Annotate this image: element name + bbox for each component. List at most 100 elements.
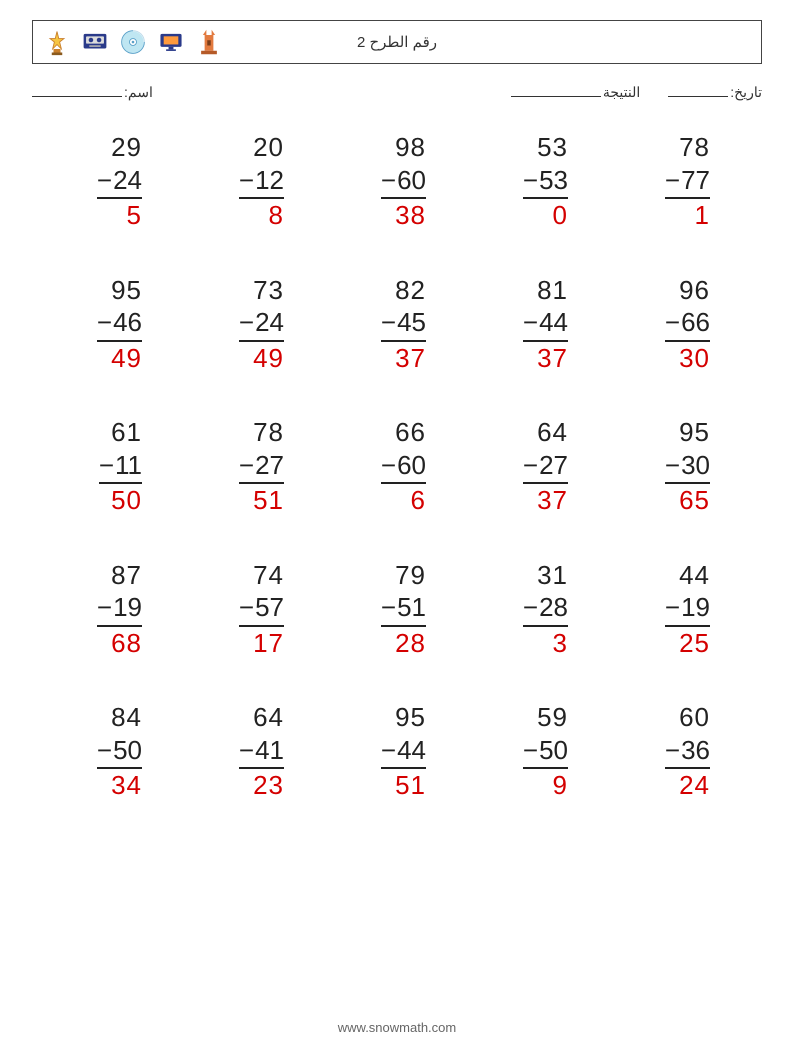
header-icons [33, 26, 225, 58]
answer: 6 [411, 484, 426, 517]
minus-sign: − [665, 734, 680, 767]
subtraction-problem: 95−3065 [610, 416, 752, 517]
minuend: 74 [253, 559, 284, 592]
minuend: 64 [537, 416, 568, 449]
subtrahend: 27 [539, 449, 568, 482]
score-blank [511, 82, 601, 97]
minuend: 31 [537, 559, 568, 592]
subtrahend-row: −51 [381, 591, 426, 627]
minuend: 95 [679, 416, 710, 449]
minus-sign: − [97, 164, 112, 197]
minus-sign: − [97, 734, 112, 767]
score-field: النتيجة [511, 82, 640, 101]
minus-sign: − [97, 306, 112, 339]
subtraction-problem: 74−5717 [184, 559, 326, 660]
answer: 3 [553, 627, 568, 660]
minus-sign: − [381, 449, 396, 482]
subtrahend-row: −19 [665, 591, 710, 627]
minus-sign: − [523, 306, 538, 339]
header-box: رقم الطرح 2 [32, 20, 762, 64]
answer: 9 [553, 769, 568, 802]
subtraction-problem: 60−3624 [610, 701, 752, 802]
subtrahend-row: −36 [665, 734, 710, 770]
answer: 49 [111, 342, 142, 375]
subtrahend: 50 [539, 734, 568, 767]
subtraction-problem: 73−2449 [184, 274, 326, 375]
minus-sign: − [523, 449, 538, 482]
minuend: 61 [111, 416, 142, 449]
answer: 68 [111, 627, 142, 660]
subtraction-problem: 82−4537 [326, 274, 468, 375]
subtraction-problem: 78−2751 [184, 416, 326, 517]
minuend: 82 [395, 274, 426, 307]
subtrahend-row: −77 [665, 164, 710, 200]
subtrahend: 11 [115, 449, 142, 482]
cd-icon [117, 26, 149, 58]
subtrahend-row: −11 [99, 449, 142, 485]
minus-sign: − [97, 591, 112, 624]
answer: 30 [679, 342, 710, 375]
subtrahend-row: −28 [523, 591, 568, 627]
subtraction-problem: 64−4123 [184, 701, 326, 802]
answer: 37 [537, 484, 568, 517]
minuend: 73 [253, 274, 284, 307]
answer: 25 [679, 627, 710, 660]
subtrahend: 53 [539, 164, 568, 197]
subtrahend-row: −24 [239, 306, 284, 342]
minuend: 98 [395, 131, 426, 164]
minus-sign: − [239, 306, 254, 339]
subtraction-problem: 87−1968 [42, 559, 184, 660]
subtrahend-row: −41 [239, 734, 284, 770]
subtrahend: 19 [113, 591, 142, 624]
minuend: 66 [395, 416, 426, 449]
subtrahend: 19 [681, 591, 710, 624]
tower-icon [193, 26, 225, 58]
date-label: تاريخ: [730, 84, 762, 101]
subtrahend: 30 [681, 449, 710, 482]
minuend: 44 [679, 559, 710, 592]
minuend: 87 [111, 559, 142, 592]
subtrahend: 60 [397, 449, 426, 482]
subtraction-problem: 61−1150 [42, 416, 184, 517]
minus-sign: − [381, 734, 396, 767]
subtrahend-row: −19 [97, 591, 142, 627]
cassette-icon [79, 26, 111, 58]
subtrahend-row: −60 [381, 164, 426, 200]
screen-icon [155, 26, 187, 58]
name-blank [32, 82, 122, 97]
answer: 0 [553, 199, 568, 232]
minus-sign: − [239, 164, 254, 197]
subtrahend: 36 [681, 734, 710, 767]
problems-grid: 29−24520−12898−603853−53078−77195−464973… [32, 131, 762, 802]
subtrahend: 51 [397, 591, 426, 624]
minus-sign: − [665, 164, 680, 197]
subtrahend-row: −50 [523, 734, 568, 770]
minuend: 59 [537, 701, 568, 734]
subtrahend-row: −30 [665, 449, 710, 485]
minuend: 95 [111, 274, 142, 307]
answer: 24 [679, 769, 710, 802]
answer: 34 [111, 769, 142, 802]
subtrahend-row: −57 [239, 591, 284, 627]
subtrahend: 50 [113, 734, 142, 767]
meta-row: تاريخ: النتيجة اسم: [32, 82, 762, 101]
name-label: اسم: [124, 84, 153, 101]
date-field: تاريخ: [668, 82, 762, 101]
subtraction-problem: 79−5128 [326, 559, 468, 660]
minus-sign: − [523, 591, 538, 624]
minuend: 64 [253, 701, 284, 734]
minuend: 78 [679, 131, 710, 164]
subtrahend: 77 [681, 164, 710, 197]
subtraction-problem: 20−128 [184, 131, 326, 232]
answer: 51 [253, 484, 284, 517]
answer: 37 [537, 342, 568, 375]
answer: 23 [253, 769, 284, 802]
minuend: 96 [679, 274, 710, 307]
subtrahend: 57 [255, 591, 284, 624]
subtraction-problem: 78−771 [610, 131, 752, 232]
subtrahend-row: −60 [381, 449, 426, 485]
minus-sign: − [665, 591, 680, 624]
subtrahend-row: −50 [97, 734, 142, 770]
minuend: 53 [537, 131, 568, 164]
subtrahend: 60 [397, 164, 426, 197]
